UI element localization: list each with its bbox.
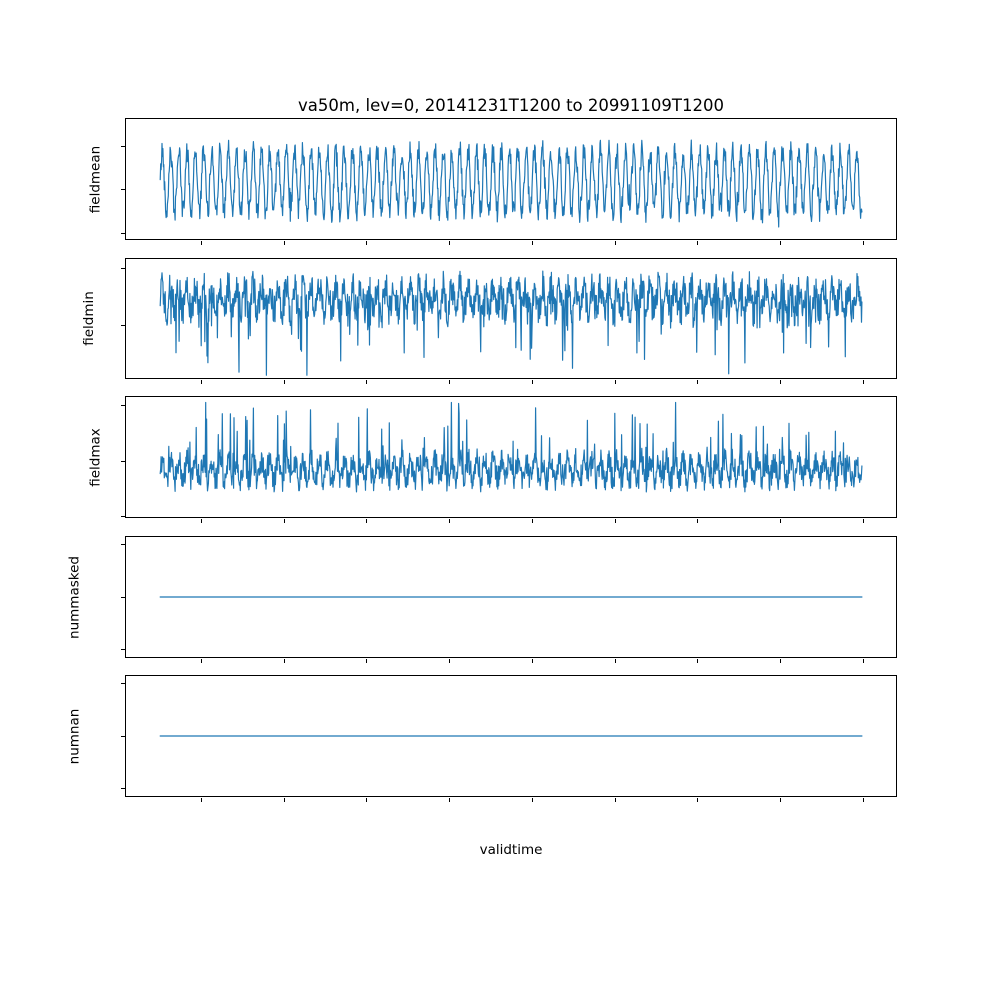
x-tick-mark [779, 798, 781, 802]
x-tick-mark [614, 241, 616, 245]
x-tick-mark [366, 519, 368, 523]
y-tick-mark [121, 146, 125, 148]
x-tick-mark [614, 380, 616, 384]
y-tick-mark [121, 232, 125, 234]
x-tick-mark [779, 380, 781, 384]
x-tick-mark [697, 241, 699, 245]
x-tick-mark [449, 519, 451, 523]
x-tick-mark [697, 659, 699, 663]
y-tick-mark [121, 596, 125, 598]
x-tick-mark [283, 798, 285, 802]
line-series-fieldmin [159, 270, 863, 376]
x-tick-mark [283, 241, 285, 245]
series-plot-area [159, 139, 863, 228]
x-tick-mark [862, 798, 864, 802]
x-tick-mark [449, 659, 451, 663]
series-plot-area [159, 270, 863, 376]
x-tick-mark [697, 798, 699, 802]
chart-title: va50m, lev=0, 20141231T1200 to 20991109T… [298, 96, 724, 115]
y-tick-mark [121, 268, 125, 270]
x-tick-mark [779, 519, 781, 523]
y-axis-label-fieldmin: fieldmin [80, 291, 97, 346]
x-tick-mark [531, 798, 533, 802]
x-tick-mark [201, 380, 203, 384]
y-axis-label-nummasked: nummasked [66, 555, 83, 639]
x-tick-mark [366, 659, 368, 663]
y-tick-mark [121, 189, 125, 191]
y-tick-mark [121, 405, 125, 407]
x-tick-mark [531, 241, 533, 245]
x-tick-mark [283, 380, 285, 384]
x-tick-mark [779, 659, 781, 663]
x-tick-mark [862, 519, 864, 523]
x-tick-mark [366, 798, 368, 802]
series-plot-area [159, 596, 863, 598]
line-series-fieldmean [159, 139, 863, 228]
axes-box-fieldmean [125, 118, 897, 240]
y-tick-mark [121, 516, 125, 518]
x-tick-mark [366, 241, 368, 245]
y-tick-mark [121, 460, 125, 462]
x-tick-mark [697, 380, 699, 384]
x-tick-mark [862, 241, 864, 245]
y-tick-mark [121, 735, 125, 737]
y-axis-label-numnan: numnan [66, 708, 83, 764]
x-tick-mark [283, 519, 285, 523]
axes-box-fieldmax [125, 396, 897, 518]
x-tick-mark [201, 241, 203, 245]
x-tick-mark [449, 380, 451, 384]
series-plot-area [159, 735, 863, 737]
y-axis-label-fieldmax: fieldmax [87, 427, 104, 487]
axes-box-nummasked [125, 536, 897, 658]
x-tick-mark [614, 798, 616, 802]
y-tick-mark [121, 544, 125, 546]
axes-box-numnan [125, 675, 897, 797]
x-tick-mark [449, 798, 451, 802]
x-axis-label: validtime [479, 842, 543, 858]
x-tick-mark [366, 380, 368, 384]
y-axis-label-fieldmean: fieldmean [87, 145, 104, 213]
x-tick-mark [531, 380, 533, 384]
x-tick-mark [862, 380, 864, 384]
y-tick-mark [121, 325, 125, 327]
y-tick-mark [121, 683, 125, 685]
x-tick-mark [614, 659, 616, 663]
x-tick-mark [531, 519, 533, 523]
line-series-fieldmax [159, 401, 863, 493]
x-tick-mark [779, 241, 781, 245]
x-tick-mark [862, 659, 864, 663]
x-tick-mark [449, 241, 451, 245]
x-tick-mark [531, 659, 533, 663]
axes-box-fieldmin [125, 258, 897, 379]
x-tick-mark [201, 519, 203, 523]
x-tick-mark [697, 519, 699, 523]
y-tick-mark [121, 648, 125, 650]
x-tick-mark [283, 659, 285, 663]
x-tick-mark [614, 519, 616, 523]
y-tick-mark [121, 787, 125, 789]
x-tick-mark [201, 798, 203, 802]
series-plot-area [159, 401, 863, 493]
x-tick-mark [201, 659, 203, 663]
